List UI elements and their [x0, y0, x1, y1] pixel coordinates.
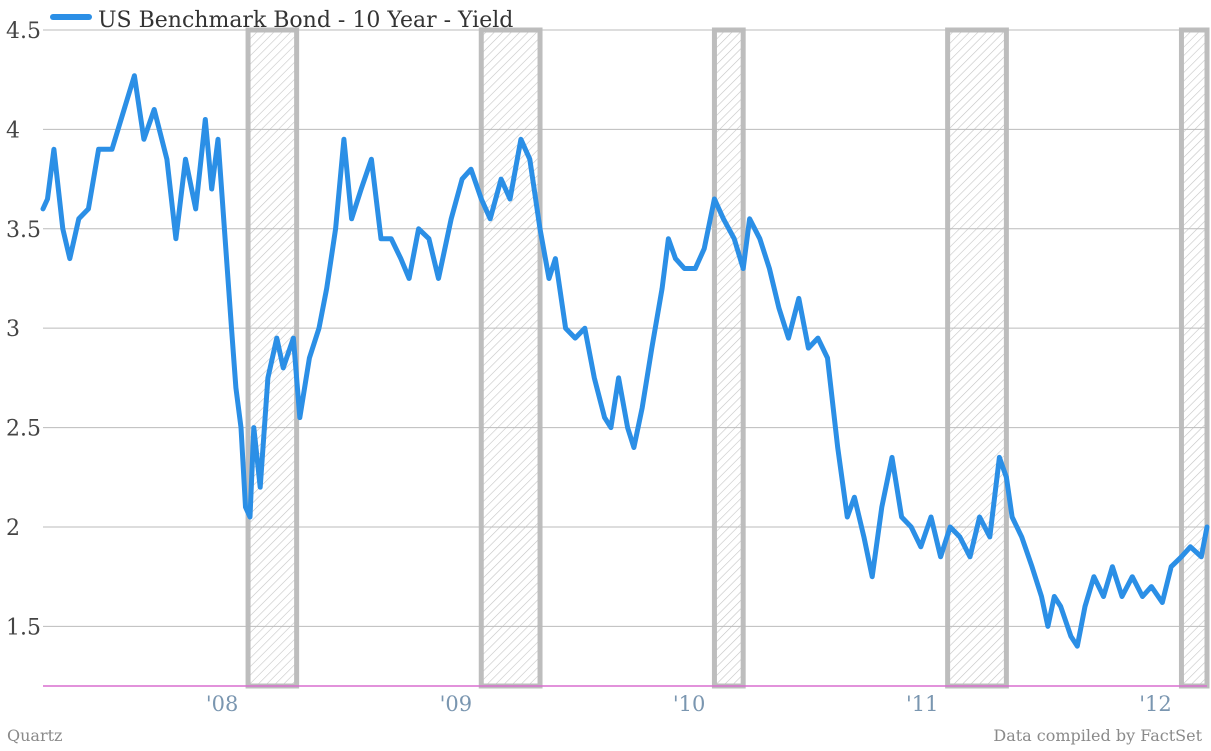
y-tick-label: 1.5: [6, 615, 41, 640]
x-tick-label: '10: [673, 692, 706, 716]
horizontal-gridlines: [43, 29, 1207, 627]
y-tick-label: 4.5: [6, 19, 41, 44]
y-tick-label: 3.5: [6, 218, 41, 243]
legend-label: US Benchmark Bond - 10 Year - Yield: [98, 8, 513, 33]
y-axis-tick-labels: 1.5 2 2.5 3 3.5 4 4.5: [6, 19, 41, 640]
y-tick-label: 4: [6, 118, 20, 143]
shaded-period-5: [1178, 27, 1210, 689]
y-tick-label: 2: [6, 516, 20, 541]
x-tick-label: '12: [1139, 692, 1172, 716]
series-line-10-year-yield: [40, 73, 1210, 649]
legend: US Benchmark Bond - 10 Year - Yield: [50, 8, 513, 33]
legend-swatch: [50, 14, 92, 20]
shaded-periods: [245, 27, 1210, 689]
y-tick-label: 3: [6, 317, 20, 342]
footer-source: Quartz: [7, 726, 62, 745]
y-tick-label: 2.5: [6, 417, 41, 442]
shaded-period-2: [478, 27, 543, 689]
shaded-period-4: [945, 27, 1009, 689]
x-tick-label: '08: [206, 692, 239, 716]
shaded-period-3: [711, 27, 746, 689]
x-tick-label: '11: [906, 692, 939, 716]
footer-credit: Data compiled by FactSet: [993, 726, 1202, 745]
x-tick-label: '09: [440, 692, 473, 716]
x-axis-tick-labels: '08 '09 '10 '11 '12: [206, 692, 1172, 716]
